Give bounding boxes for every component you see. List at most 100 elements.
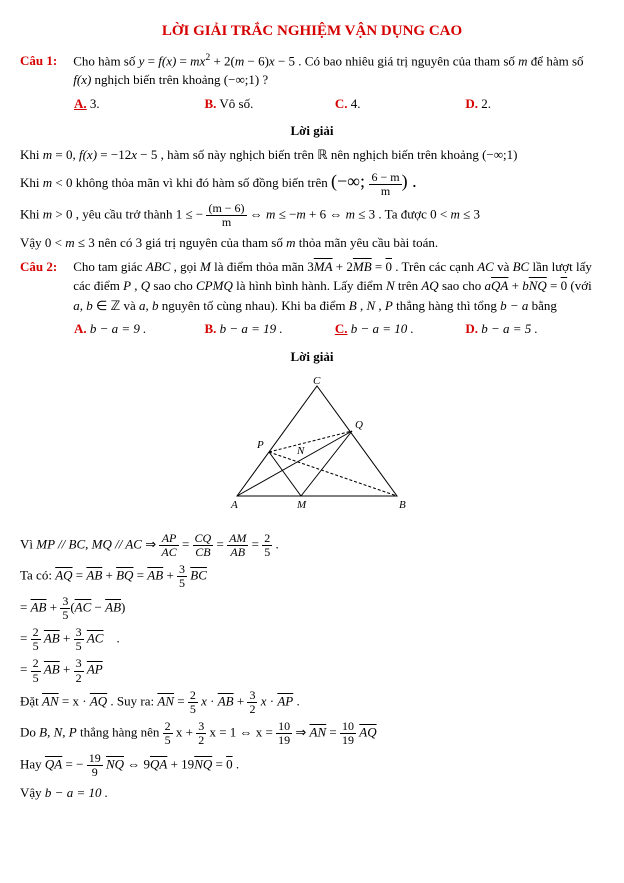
fig-P: P xyxy=(256,439,264,451)
vec: QA xyxy=(150,756,167,771)
fraction: CQCB xyxy=(193,532,214,559)
t: 0 xyxy=(226,756,233,771)
t: nguyên tố cùng nhau). Khi ba điểm xyxy=(159,298,349,313)
q2-sol-7: Do B, N, P thẳng hàng nên 25 x + 32 x = … xyxy=(20,720,604,747)
t: ⇔ xyxy=(247,207,267,222)
t: m xyxy=(43,207,52,222)
t: AB xyxy=(44,631,60,646)
num: 10 xyxy=(276,720,292,734)
den: 19 xyxy=(276,734,292,747)
t: 0 xyxy=(561,278,568,293)
den: m xyxy=(369,185,401,198)
num: 2 xyxy=(262,532,272,546)
t: b − a xyxy=(500,298,528,313)
vec: BQ xyxy=(116,568,133,583)
vec: 0 xyxy=(226,756,233,771)
t: AC xyxy=(161,545,176,559)
t: m xyxy=(43,175,52,190)
t: Khi xyxy=(20,147,43,162)
num: 2 xyxy=(31,626,41,640)
num: CQ xyxy=(193,532,214,546)
t: nghịch biến trên khoảng (−∞;1) ? xyxy=(91,72,268,87)
q1-choice-d: D. 2. xyxy=(465,94,592,114)
vec: BC xyxy=(190,568,207,583)
t: , gọi xyxy=(170,259,200,274)
t: ) . xyxy=(402,171,417,191)
t: AB xyxy=(105,599,121,614)
t: < 0 không thỏa mãn vì khi đó hàm số đồng… xyxy=(52,175,331,190)
fraction: 25 xyxy=(31,657,41,684)
t: m xyxy=(296,207,305,222)
question-2: Câu 2: Cho tam giác ABC , gọi M là điểm … xyxy=(20,257,604,316)
t: f(x) xyxy=(73,72,91,87)
den: 9 xyxy=(87,766,103,779)
num: 10 xyxy=(340,720,356,734)
solution-label-2: Lời giải xyxy=(20,347,604,367)
t: AP xyxy=(277,693,293,708)
t: BC xyxy=(513,259,530,274)
vec: AP xyxy=(277,693,293,708)
fraction: 25 xyxy=(188,689,198,716)
t: − 5 . Có bao nhiêu giá trị nguyên của th… xyxy=(275,53,518,68)
t: trên xyxy=(395,278,422,293)
t: m xyxy=(65,235,74,250)
den: 5 xyxy=(74,640,84,653)
den: CB xyxy=(193,546,214,559)
choice-text: b − a = 5 . xyxy=(481,321,538,336)
fraction: 32 xyxy=(74,657,84,684)
den: 2 xyxy=(247,703,257,716)
fraction: APAC xyxy=(159,532,178,559)
choice-label: C. xyxy=(335,96,348,111)
fraction: 32 xyxy=(247,689,257,716)
t: m xyxy=(346,207,355,222)
t: AB xyxy=(31,599,47,614)
t: Q xyxy=(141,278,150,293)
den: 5 xyxy=(60,609,70,622)
choice-text: b − a = 9 . xyxy=(90,321,147,336)
q2-choice-a: A. b − a = 9 . xyxy=(74,319,201,339)
question-1: Câu 1: Cho hàm số y = f(x) = mx2 + 2(m −… xyxy=(20,51,604,90)
q2-sol-9: Vậy b − a = 10 . xyxy=(20,783,604,803)
t: = xyxy=(176,53,190,68)
triangle-svg: A B C M P Q N xyxy=(207,376,417,516)
t: ∈ ℤ và xyxy=(93,298,139,313)
t: NQ xyxy=(529,278,547,293)
num: 3 xyxy=(196,720,206,734)
fraction: 32 xyxy=(196,720,206,747)
t: AB xyxy=(230,545,245,559)
t: − 5 , hàm số này nghịch biến trên xyxy=(137,147,317,162)
t: Hay xyxy=(20,756,45,771)
num: 3 xyxy=(247,689,257,703)
t: Đặt xyxy=(20,693,42,708)
q2-choices: A. b − a = 9 . B. b − a = 19 . C. b − a … xyxy=(74,319,604,339)
num: 3 xyxy=(74,657,84,671)
t: QA xyxy=(150,756,167,771)
t: AB xyxy=(86,568,102,583)
t: = xyxy=(144,53,158,68)
t: P xyxy=(123,278,131,293)
t: thỏa mãn yêu cầu bài toán. xyxy=(296,235,439,250)
t: m xyxy=(451,207,460,222)
q2-sol-4: = 25 AB + 35 AC . xyxy=(20,626,604,653)
choice-text: b − a = 19 . xyxy=(220,321,283,336)
vec: AN xyxy=(157,693,174,708)
den: 5 xyxy=(163,734,173,747)
t: AC xyxy=(87,631,104,646)
t: (với xyxy=(570,278,591,293)
den: 2 xyxy=(74,672,84,685)
vec: MA xyxy=(314,259,333,274)
t: = xyxy=(179,537,193,552)
t: AB xyxy=(218,693,234,708)
t: m xyxy=(518,53,527,68)
t: AC xyxy=(75,599,92,614)
q2-sol-2: Ta có: AQ = AB + BQ = AB + 35 BC xyxy=(20,563,604,590)
vec: AC xyxy=(75,599,92,614)
t: N xyxy=(386,278,395,293)
t: = 0, xyxy=(52,147,79,162)
q1-choice-c: C. 4. xyxy=(335,94,462,114)
t: ⇒ xyxy=(142,537,159,552)
fraction: 35 xyxy=(74,626,84,653)
t: MA xyxy=(314,259,333,274)
t: AQ xyxy=(359,725,376,740)
vec: AB xyxy=(31,599,47,614)
